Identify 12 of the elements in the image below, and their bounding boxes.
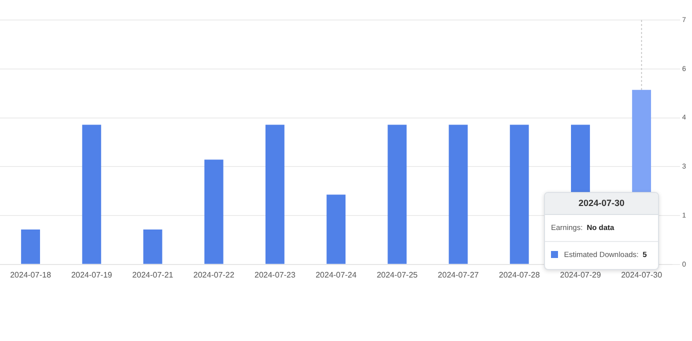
- x-tick-label: 2024-07-25: [376, 270, 418, 280]
- x-tick-label: 2024-07-21: [132, 270, 174, 280]
- x-tick-label: 2024-07-29: [560, 270, 602, 280]
- x-tick-label: 2024-07-18: [10, 270, 52, 280]
- x-tick-label: 2024-07-24: [316, 270, 358, 280]
- x-tick-label: 2024-07-28: [498, 270, 540, 280]
- x-tick-label: 2024-07-23: [254, 270, 296, 280]
- annotation: 2024-07-30: [545, 193, 658, 215]
- x-tick-label: 2024-07-22: [193, 270, 235, 280]
- x-tick-label: 2024-07-19: [71, 270, 113, 280]
- x-tick-label: 2024-07-30: [621, 270, 663, 280]
- x-tick-label: 2024-07-27: [438, 270, 480, 280]
